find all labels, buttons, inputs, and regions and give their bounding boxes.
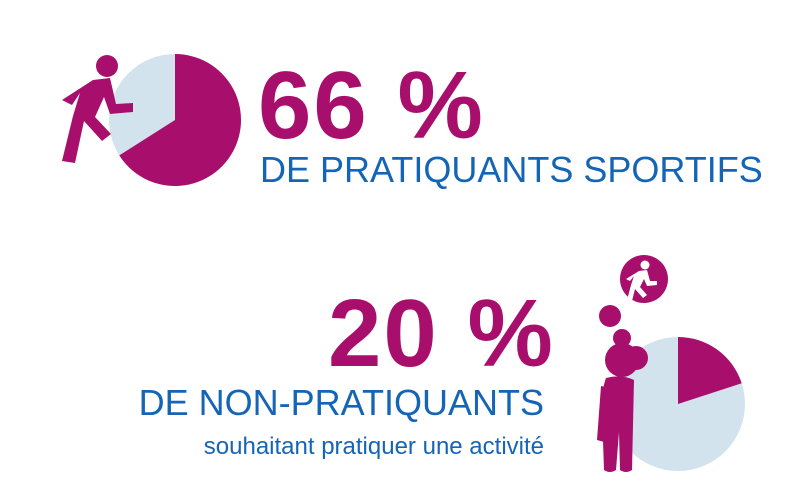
label-practitioners: DE PRATIQUANTS SPORTIFS <box>260 149 763 190</box>
pie-chart-non-practitioners <box>611 337 745 471</box>
thought-bubble-dot <box>599 305 621 327</box>
percentage-non-practitioners: 20 % <box>328 280 555 387</box>
percentage-practitioners: 66 % <box>258 52 485 159</box>
pie-chart-practitioners <box>109 54 242 187</box>
thought-bubble-dot <box>613 329 631 347</box>
pie-non-practitioners-slice <box>678 337 742 404</box>
thought-runner-icon <box>626 260 657 305</box>
standing-person-icon <box>597 343 639 472</box>
label-non-practitioners: DE NON-PRATIQUANTS <box>138 382 544 423</box>
runner-icon <box>62 55 133 163</box>
sublabel-wish-to-practice: souhaitant pratiquer une activité <box>203 433 544 460</box>
pie-practitioners-slice <box>119 54 242 187</box>
